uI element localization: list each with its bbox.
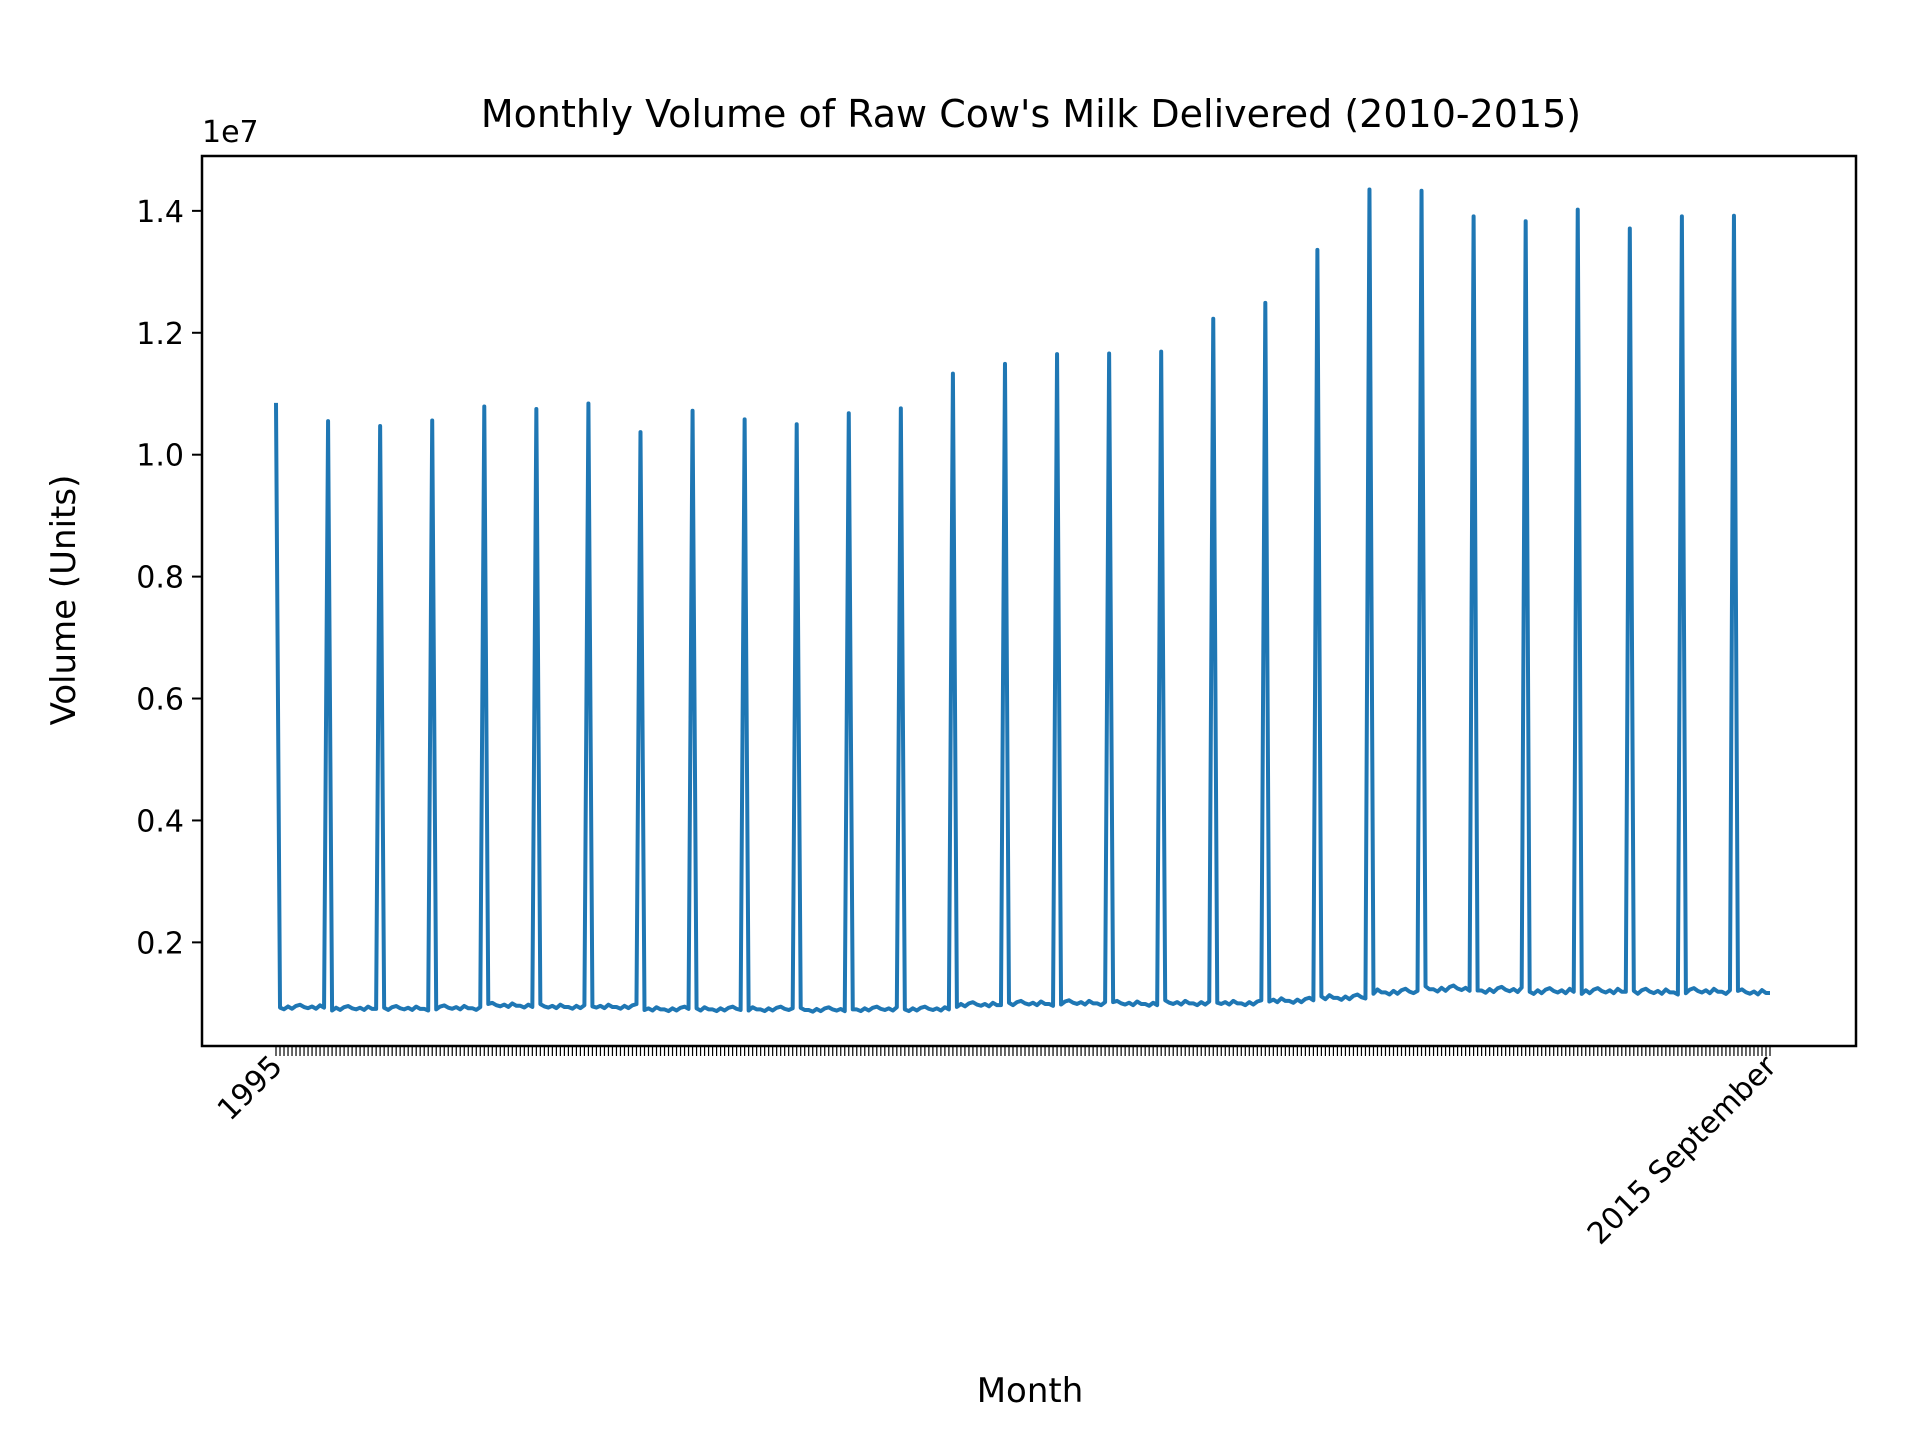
y-tick-label: 1.0 — [136, 439, 184, 474]
y-tick-label: 0.4 — [136, 804, 184, 839]
x-axis-tick-labels: 1995 2015 September — [211, 1048, 1784, 1251]
y-offset-label: 1e7 — [202, 115, 259, 150]
chart-title: Monthly Volume of Raw Cow's Milk Deliver… — [481, 92, 1581, 136]
y-tick-label: 0.2 — [136, 926, 184, 961]
x-axis-ticks — [275, 1046, 1771, 1056]
y-tick-label: 1.2 — [136, 317, 184, 352]
x-tick-label: 1995 — [211, 1049, 290, 1128]
x-axis-label: Month — [977, 1371, 1084, 1411]
y-tick-label: 0.6 — [136, 683, 184, 718]
series-line — [274, 187, 1770, 1014]
x-tick-label: 2015 September — [1581, 1048, 1784, 1251]
plot-frame — [200, 154, 1858, 1048]
y-tick-label: 1.4 — [136, 195, 184, 230]
y-axis-ticks: 0.2 0.4 0.6 0.8 1.0 1.2 1.4 — [136, 195, 202, 961]
y-axis-label: Volume (Units) — [44, 475, 84, 726]
y-tick-label: 0.8 — [136, 561, 184, 596]
